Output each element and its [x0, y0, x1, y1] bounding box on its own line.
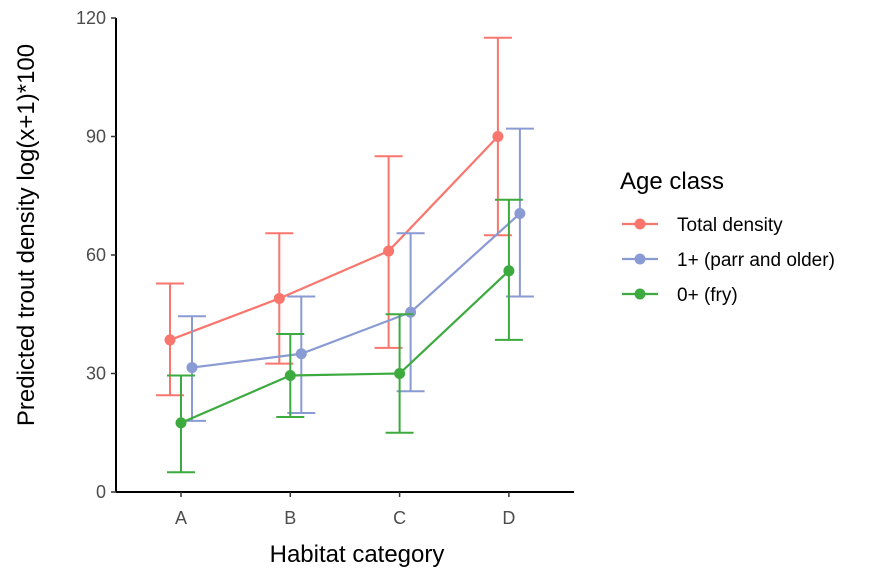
- legend-key-point: [634, 253, 646, 265]
- y-tick-label: 30: [86, 364, 106, 384]
- x-tick-label: D: [502, 508, 515, 528]
- plot-area: [156, 36, 534, 474]
- data-point: [295, 348, 307, 360]
- series-line: [180, 269, 510, 424]
- data-point: [405, 306, 417, 318]
- legend-item: Total density: [622, 215, 783, 236]
- x-ticks: A B C D: [175, 492, 515, 528]
- data-point: [492, 131, 504, 142]
- legend-key-point: [634, 288, 646, 300]
- legend-item: 0+ (fry): [622, 285, 738, 306]
- y-tick-label: 120: [76, 8, 106, 28]
- legend-item: 1+ (parr and older): [622, 250, 835, 271]
- data-point: [284, 369, 296, 381]
- data-point: [175, 417, 187, 429]
- y-tick-label: 0: [96, 482, 106, 502]
- legend-items: Total density 1+ (parr and older) 0+ (fry): [622, 215, 835, 306]
- legend: Age class Total density 1+ (parr and olde…: [620, 168, 835, 306]
- legend-title: Age class: [620, 168, 724, 195]
- data-point: [186, 362, 198, 374]
- series-2: [178, 127, 534, 422]
- y-axis-title: Predicted trout density log(x+1)*100: [13, 44, 40, 426]
- x-tick-label: C: [393, 508, 406, 528]
- series-3: [167, 198, 523, 474]
- y-ticks: 0 30 60 90 120: [76, 8, 116, 502]
- y-tick-label: 60: [86, 245, 106, 265]
- data-point: [273, 292, 285, 304]
- x-tick-label: A: [175, 508, 187, 528]
- data-point: [503, 265, 515, 277]
- x-axis-title: Habitat category: [270, 541, 445, 568]
- legend-label: 1+ (parr and older): [677, 250, 835, 271]
- series-line: [169, 135, 499, 341]
- series-line: [191, 212, 521, 369]
- x-tick-label: B: [284, 508, 296, 528]
- data-point: [164, 334, 176, 346]
- legend-label: Total density: [677, 215, 783, 236]
- series-1: [156, 36, 512, 397]
- data-point: [383, 245, 395, 257]
- data-point: [514, 208, 526, 220]
- data-point: [394, 368, 406, 379]
- legend-label: 0+ (fry): [677, 285, 738, 306]
- legend-key-point: [634, 218, 646, 230]
- y-tick-label: 90: [86, 127, 106, 147]
